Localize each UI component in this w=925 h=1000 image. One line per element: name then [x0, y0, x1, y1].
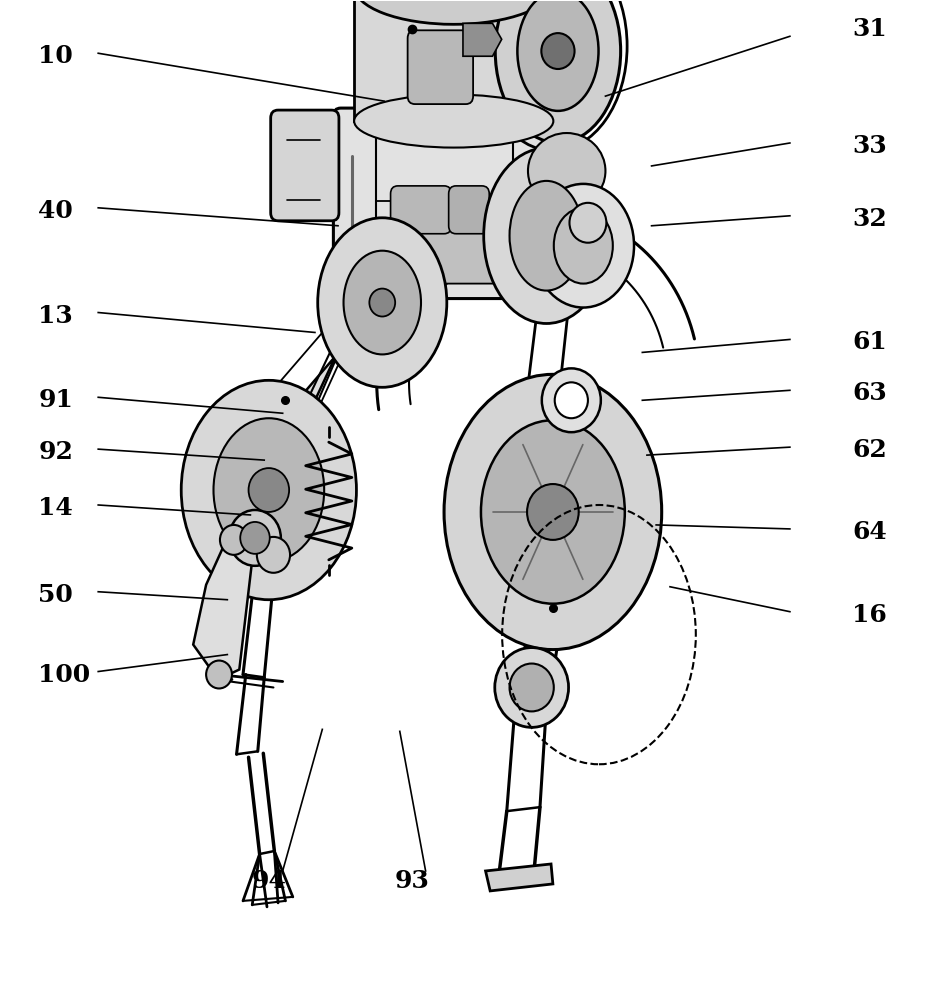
Text: 64: 64: [852, 520, 887, 544]
Ellipse shape: [354, 95, 553, 148]
FancyBboxPatch shape: [408, 30, 473, 104]
Circle shape: [570, 203, 607, 243]
Ellipse shape: [517, 0, 598, 111]
FancyBboxPatch shape: [449, 186, 489, 234]
Circle shape: [555, 382, 588, 418]
FancyBboxPatch shape: [384, 228, 505, 284]
Ellipse shape: [533, 184, 634, 308]
Text: 10: 10: [38, 44, 73, 68]
Text: 13: 13: [38, 304, 73, 328]
Circle shape: [220, 525, 248, 555]
Polygon shape: [354, 0, 553, 121]
Ellipse shape: [484, 148, 610, 323]
Circle shape: [527, 484, 579, 540]
Ellipse shape: [181, 380, 356, 600]
Text: 40: 40: [38, 199, 73, 223]
Polygon shape: [234, 296, 364, 548]
Text: 92: 92: [38, 440, 73, 464]
Text: 31: 31: [852, 17, 887, 41]
Ellipse shape: [317, 218, 447, 387]
Text: 100: 100: [38, 663, 91, 687]
Text: 63: 63: [852, 381, 887, 405]
Circle shape: [229, 510, 281, 566]
Polygon shape: [498, 660, 523, 707]
Text: 62: 62: [852, 438, 887, 462]
Circle shape: [542, 368, 601, 432]
Circle shape: [510, 664, 554, 711]
Ellipse shape: [481, 420, 624, 604]
Polygon shape: [193, 538, 253, 680]
Circle shape: [541, 33, 574, 69]
FancyBboxPatch shape: [390, 186, 451, 234]
Polygon shape: [462, 23, 501, 56]
Circle shape: [257, 537, 290, 573]
Circle shape: [240, 522, 270, 554]
Text: 94: 94: [252, 869, 286, 893]
Text: 16: 16: [852, 603, 887, 627]
Text: 91: 91: [38, 388, 73, 412]
FancyBboxPatch shape: [271, 110, 339, 221]
FancyBboxPatch shape: [333, 108, 556, 299]
Ellipse shape: [495, 0, 621, 143]
Polygon shape: [486, 864, 553, 891]
Ellipse shape: [354, 0, 553, 24]
Text: 33: 33: [852, 134, 887, 158]
Circle shape: [206, 661, 232, 688]
Ellipse shape: [528, 133, 606, 209]
Text: 93: 93: [394, 869, 429, 893]
Circle shape: [249, 468, 290, 512]
Circle shape: [369, 289, 395, 317]
Circle shape: [495, 648, 569, 727]
Text: 50: 50: [38, 583, 73, 607]
Ellipse shape: [444, 374, 661, 650]
Ellipse shape: [214, 418, 324, 562]
Ellipse shape: [554, 208, 613, 284]
Ellipse shape: [343, 251, 421, 354]
Text: 61: 61: [852, 330, 887, 354]
Text: 32: 32: [852, 207, 887, 231]
Ellipse shape: [510, 181, 584, 291]
Text: 14: 14: [38, 496, 73, 520]
